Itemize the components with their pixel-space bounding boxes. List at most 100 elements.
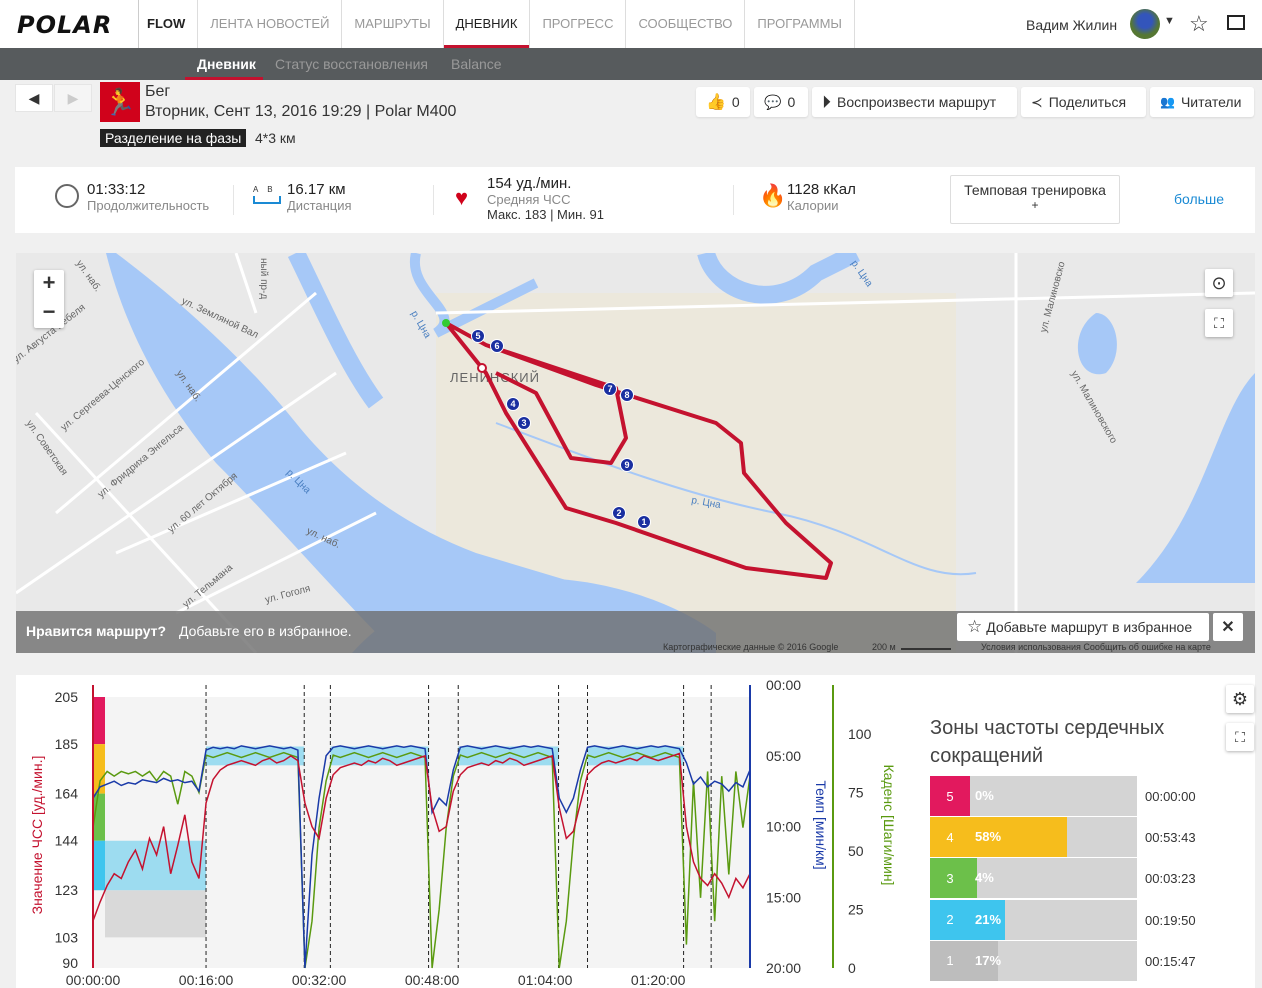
hr-chart[interactable]: 205 185 164 144 123 103 90 00:00 05:00 10:00 15:00… [0, 675, 920, 988]
map-canvas[interactable]: ул. Августа Бебеля ул. Сергеева-Ценского… [16, 253, 1255, 653]
street-label: ул. Гоголя [264, 583, 312, 606]
target-zone-band [458, 746, 559, 766]
nav-community[interactable]: СООБЩЕСТВО [625, 0, 744, 48]
fullscreen-icon[interactable]: ⛶ [1205, 309, 1233, 337]
zone-number: 3 [930, 858, 970, 899]
lap-marker-label: 5 [475, 331, 480, 341]
y-tick-pace: 10:00 [766, 819, 801, 835]
replay-route-button[interactable]: ⏵ Воспроизвести маршрут [812, 87, 1017, 117]
session-datetime: Вторник, Сент 13, 2016 19:29 | Polar M40… [145, 103, 457, 120]
zone-number: 1 [930, 940, 970, 981]
top-bar [0, 0, 1262, 48]
map-terms[interactable]: Условия использования Сообщить об ошибке… [981, 642, 1211, 652]
subnav-balance[interactable]: Balance [451, 56, 502, 72]
subnav-recovery-status[interactable]: Статус восстановления [275, 56, 428, 72]
lap-marker[interactable] [517, 416, 531, 430]
zone-time: 00:03:23 [1145, 871, 1196, 887]
star-icon[interactable]: ☆ [1189, 11, 1209, 36]
user-name[interactable]: Вадим Жилин [1026, 17, 1118, 33]
distance-stat: 16.17 км Дистанция [287, 181, 352, 213]
star-icon: ☆ [967, 617, 983, 636]
start-marker[interactable] [442, 319, 450, 327]
lap-marker-label: 8 [624, 390, 629, 400]
readers-button[interactable]: 👥 Читатели [1150, 87, 1254, 117]
zone-bar [970, 858, 977, 899]
zoom-in-button[interactable]: + [42, 270, 56, 295]
nav-news-feed[interactable]: ЛЕНТА НОВОСТЕЙ [197, 0, 341, 48]
y-tick-pace: 15:00 [766, 889, 801, 905]
subnav-diary[interactable]: Дневник [197, 56, 256, 72]
next-session-button[interactable]: ▶ [54, 84, 92, 112]
y-tick-cadence: 0 [848, 960, 856, 976]
zone-percent: 58% [975, 829, 1002, 845]
share-icon: ≺ [1031, 93, 1043, 110]
river-label: р. Цна [690, 495, 721, 511]
running-icon: 🏃 [100, 82, 140, 122]
lap-marker[interactable] [620, 458, 634, 472]
lap-marker[interactable] [506, 397, 520, 411]
nav-diary[interactable]: ДНЕВНИК [442, 0, 530, 48]
y-axis-label-hr: Значение ЧСС [уд./мин.] [29, 756, 45, 915]
map-scale: 200 м [872, 642, 896, 652]
lap-marker[interactable] [637, 515, 651, 529]
lap-marker[interactable] [612, 506, 626, 520]
zoom-control: + − [34, 270, 64, 328]
user-dropdown-icon[interactable]: ▼ [1164, 15, 1175, 27]
comment-count: 0 [787, 94, 796, 110]
route-map[interactable]: ул. Августа Бебеля ул. Сергеева-Ценского… [16, 253, 1255, 653]
x-tick: 00:32:00 [292, 972, 347, 988]
nav-programs[interactable]: ПРОГРАММЫ [744, 0, 855, 48]
target-zone-band [206, 746, 305, 766]
y-tick-cadence: 100 [848, 726, 872, 742]
lap-marker[interactable] [471, 329, 485, 343]
zone-time: 00:53:43 [1145, 830, 1196, 846]
polar-logo[interactable]: POLAR [17, 11, 113, 39]
message-icon[interactable] [1227, 15, 1245, 30]
nav-routes[interactable]: МАРШРУТЫ [341, 0, 442, 48]
share-button[interactable]: ≺ Поделиться [1021, 87, 1146, 117]
zone-row-1: 1 17% [930, 940, 1137, 981]
zone-strip [93, 697, 105, 745]
y-tick-cadence: 75 [848, 785, 864, 801]
like-button[interactable]: 👍 0 [696, 87, 750, 117]
y-tick-hr: 123 [55, 882, 79, 898]
chart-fullscreen-icon[interactable]: ⛶ [1226, 723, 1254, 751]
y-tick-hr: 164 [55, 786, 79, 802]
chart-settings-icon[interactable]: ⚙ [1226, 685, 1254, 713]
zones-title: Зоны частоты сердечных сокращений [930, 717, 1165, 767]
locate-icon[interactable]: ⊙ [1205, 269, 1233, 297]
street-label: ул. Малиновского [1068, 369, 1119, 446]
avatar[interactable] [1130, 9, 1160, 39]
zone-bar [970, 817, 1067, 858]
nav-progress[interactable]: ПРОГРЕСС [529, 0, 625, 48]
y-tick-hr: 205 [55, 689, 79, 705]
prev-session-button[interactable]: ◀ [15, 84, 53, 112]
lap-marker[interactable] [620, 388, 634, 402]
promo-text: Добавьте его в избранное. [179, 623, 352, 639]
lap-marker-label: 9 [624, 460, 629, 470]
close-promo-button[interactable]: ✕ [1213, 613, 1243, 641]
zone-percent: 17% [975, 952, 1002, 968]
street-label: ул. наб. [74, 258, 104, 294]
stopwatch-icon [55, 184, 79, 208]
main-nav: FLOW ЛЕНТА НОВОСТЕЙ МАРШРУТЫ ДНЕВНИК ПРО… [138, 0, 855, 48]
favorite-promo-bar: Нравится маршрут? Добавьте его в избранн… [16, 611, 1255, 653]
comments-button[interactable]: 💬 0 [754, 87, 808, 117]
training-type-button[interactable]: Темповая тренировка + [950, 175, 1120, 224]
x-tick: 00:00:00 [66, 972, 121, 988]
more-link[interactable]: больше [1174, 191, 1224, 207]
zone-time: 00:15:47 [1145, 953, 1196, 969]
y-tick-hr: 90 [62, 955, 78, 971]
heart-rate-stat: 154 уд./мин. Средняя ЧСС Макс. 183 | Мин. … [487, 175, 605, 222]
zoom-out-button[interactable]: − [42, 299, 56, 324]
lap-marker[interactable] [490, 339, 504, 353]
end-marker[interactable] [477, 363, 487, 373]
river-label: р. Цна [849, 258, 875, 289]
subnav-active-indicator [185, 77, 263, 80]
lap-marker[interactable] [603, 382, 617, 396]
lap-marker-label: 3 [521, 418, 526, 428]
zone-bar [970, 899, 1006, 940]
nav-flow[interactable]: FLOW [138, 0, 197, 48]
y-tick-cadence: 25 [848, 902, 864, 918]
add-to-favorites-button[interactable]: ☆ Добавьте маршрут в избранное [957, 613, 1209, 641]
